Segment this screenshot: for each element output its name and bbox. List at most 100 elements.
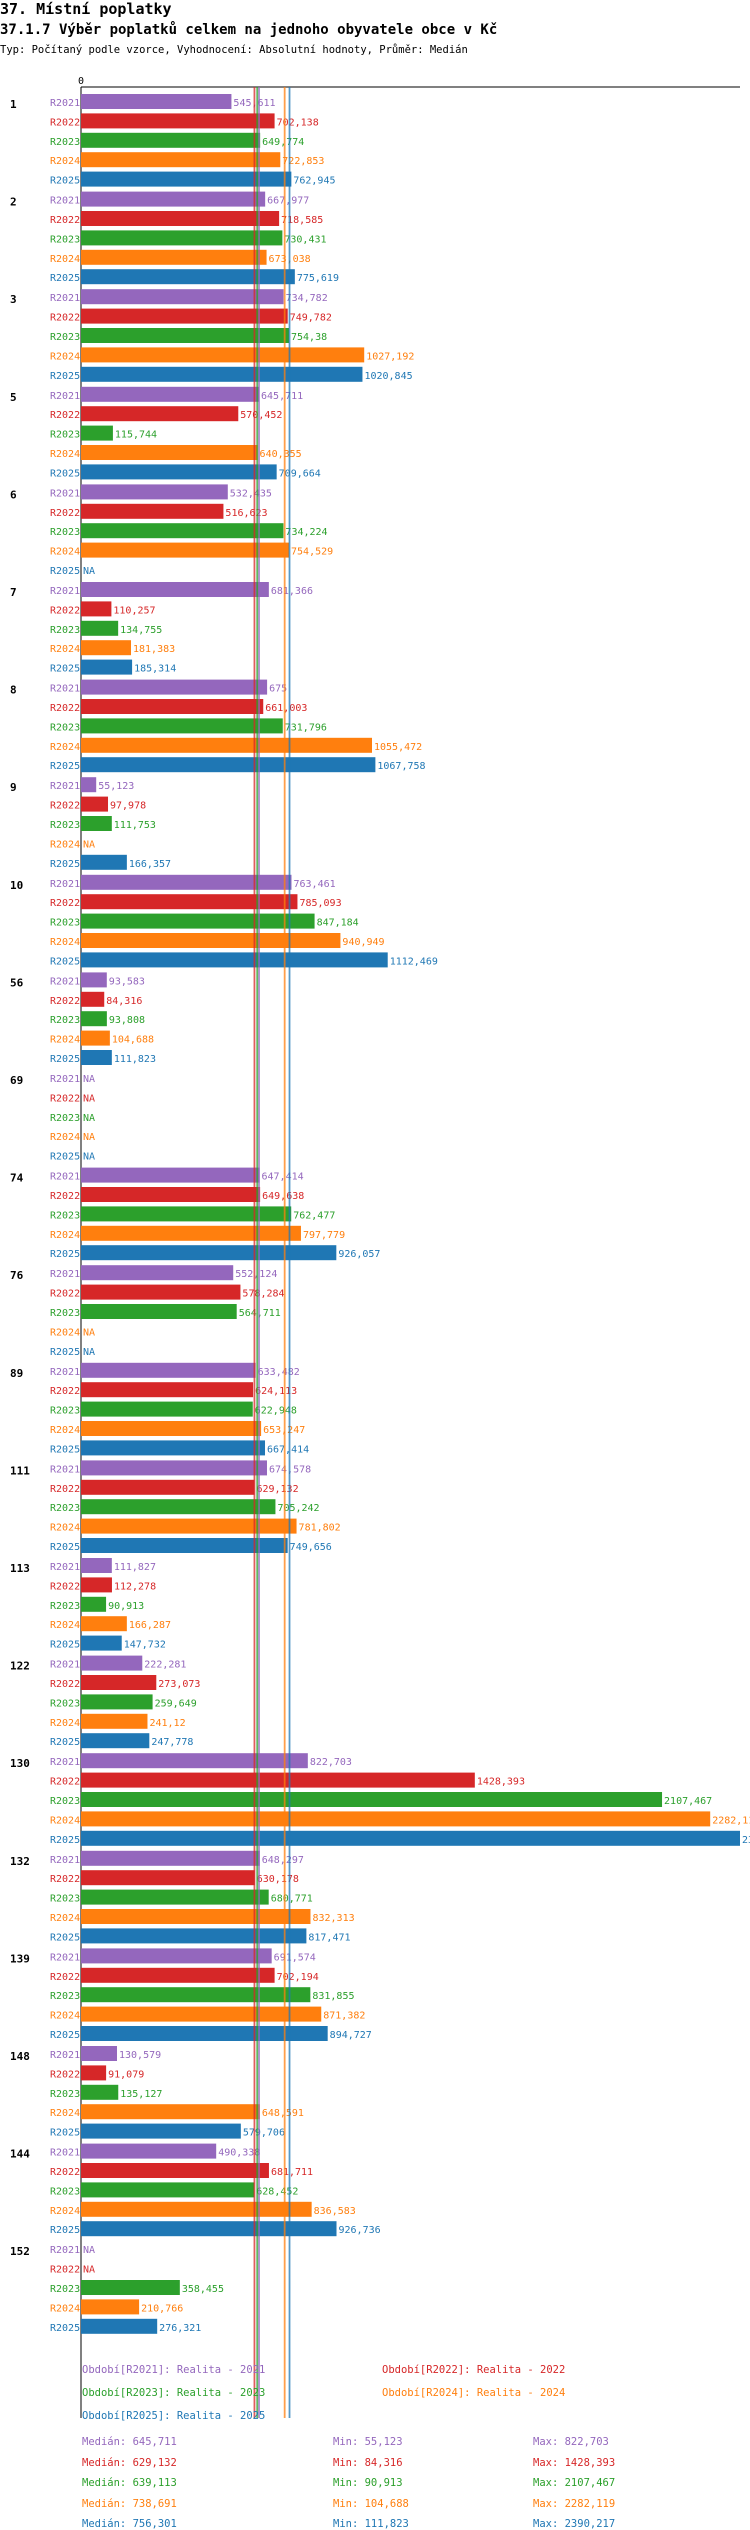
series-label: R2024 (50, 2206, 80, 2217)
bar (81, 328, 289, 343)
data-label: 749,656 (290, 1542, 332, 1553)
series-label: R2025 (50, 2323, 80, 2334)
series-label: R2024 (50, 1230, 80, 1241)
data-label: 680,771 (271, 1894, 313, 1905)
bar (81, 2026, 328, 2041)
series-label: R2024 (50, 1718, 80, 1729)
series-label: R2023 (50, 2186, 80, 2197)
bar (81, 249, 267, 265)
series-label: R2021 (50, 1562, 80, 1573)
bar (81, 1518, 297, 1534)
data-label: 104,688 (112, 1035, 154, 1046)
data-label: 111,827 (114, 1562, 156, 1573)
data-label: 112,278 (114, 1581, 156, 1592)
legend-median: Medián: 629,132 (82, 2456, 177, 2469)
series-label: R2023 (50, 1894, 80, 1905)
data-label: 2282,119 (712, 1815, 750, 1826)
bar (81, 2318, 158, 2334)
category-label: 144 (10, 2148, 30, 2161)
bar (81, 659, 133, 675)
legend-median: Medián: 639,113 (82, 2477, 177, 2489)
bar (81, 2201, 312, 2217)
series-label: R2024 (50, 254, 80, 265)
category-label: 122 (10, 1660, 30, 1673)
data-label: 762,477 (293, 1210, 335, 1221)
data-label: 649,638 (262, 1191, 304, 1202)
series-label: R2023 (50, 918, 80, 929)
data-label: 1027,192 (366, 351, 414, 362)
bar (81, 2299, 140, 2315)
data-label: 130,579 (119, 2050, 161, 2061)
series-label: R2024 (50, 351, 80, 362)
bar (81, 2163, 269, 2178)
series-label: R2025 (50, 664, 80, 675)
data-label: NA (83, 1347, 95, 1358)
bar (81, 2280, 180, 2295)
series-label: R2025 (50, 2030, 80, 2041)
series-label: R2023 (50, 1308, 80, 1319)
series-label: R2022 (50, 1386, 80, 1397)
series-label: R2023 (50, 1406, 80, 1417)
bar (81, 2046, 118, 2061)
data-label: 648,297 (262, 1855, 304, 1866)
bar (81, 620, 119, 636)
series-label: R2024 (50, 2303, 80, 2314)
bar (81, 1245, 337, 1261)
data-label: 817,471 (308, 1932, 350, 1943)
data-label: 2390,217 (742, 1835, 750, 1846)
legend-max: Max: 2390,217 (533, 2518, 616, 2530)
data-label: 55,123 (98, 781, 134, 792)
series-label: R2022 (50, 410, 80, 421)
legend-max: Max: 822,703 (533, 2436, 609, 2448)
series-label: R2024 (50, 1815, 80, 1826)
bar (81, 1206, 292, 1222)
series-label: R2025 (50, 273, 80, 284)
data-label: 847,184 (317, 918, 359, 929)
data-label: 785,093 (299, 898, 341, 909)
series-label: R2025 (50, 2225, 80, 2236)
data-label: 570,452 (240, 410, 282, 421)
category-label: 3 (10, 293, 17, 306)
series-label: R2025 (50, 761, 80, 772)
bar (81, 1655, 143, 1671)
bar (81, 366, 363, 382)
data-label: NA (83, 2265, 95, 2276)
data-label: 731,796 (285, 722, 327, 733)
series-label: R2021 (50, 2245, 80, 2256)
series-label: R2023 (50, 430, 80, 441)
bar (81, 679, 268, 695)
bar (81, 1635, 122, 1651)
bar (81, 152, 281, 168)
bar (81, 1830, 740, 1846)
bar (81, 2006, 322, 2022)
data-label: 259,649 (155, 1698, 197, 1709)
series-label: R2023 (50, 1698, 80, 1709)
series-label: R2022 (50, 1484, 80, 1495)
bar (81, 1401, 253, 1417)
category-label: 1 (10, 98, 17, 111)
series-label: R2024 (50, 449, 80, 460)
series-label: R2025 (50, 371, 80, 382)
bar (81, 1889, 269, 1905)
data-label: 647,414 (261, 1172, 303, 1183)
series-label: R2024 (50, 2011, 80, 2022)
series-label: R2023 (50, 1796, 80, 1807)
legend-median: Medián: 738,691 (82, 2497, 177, 2510)
series-label: R2021 (50, 2050, 80, 2061)
data-label: 734,224 (285, 527, 327, 538)
data-label: 110,257 (113, 605, 155, 616)
data-label: 734,782 (286, 293, 328, 304)
data-label: 681,366 (271, 586, 313, 597)
series-label: R2023 (50, 2089, 80, 2100)
series-label: R2023 (50, 1601, 80, 1612)
series-label: R2025 (50, 1542, 80, 1553)
data-label: 93,583 (109, 976, 145, 987)
series-label: R2022 (50, 313, 80, 324)
bar (81, 854, 127, 870)
series-label: R2021 (50, 1172, 80, 1183)
series-label: R2024 (50, 547, 80, 558)
data-label: 822,703 (310, 1757, 352, 1768)
legend-max: Max: 2107,467 (533, 2477, 616, 2489)
data-label: 781,802 (299, 1523, 341, 1534)
series-label: R2024 (50, 839, 80, 850)
